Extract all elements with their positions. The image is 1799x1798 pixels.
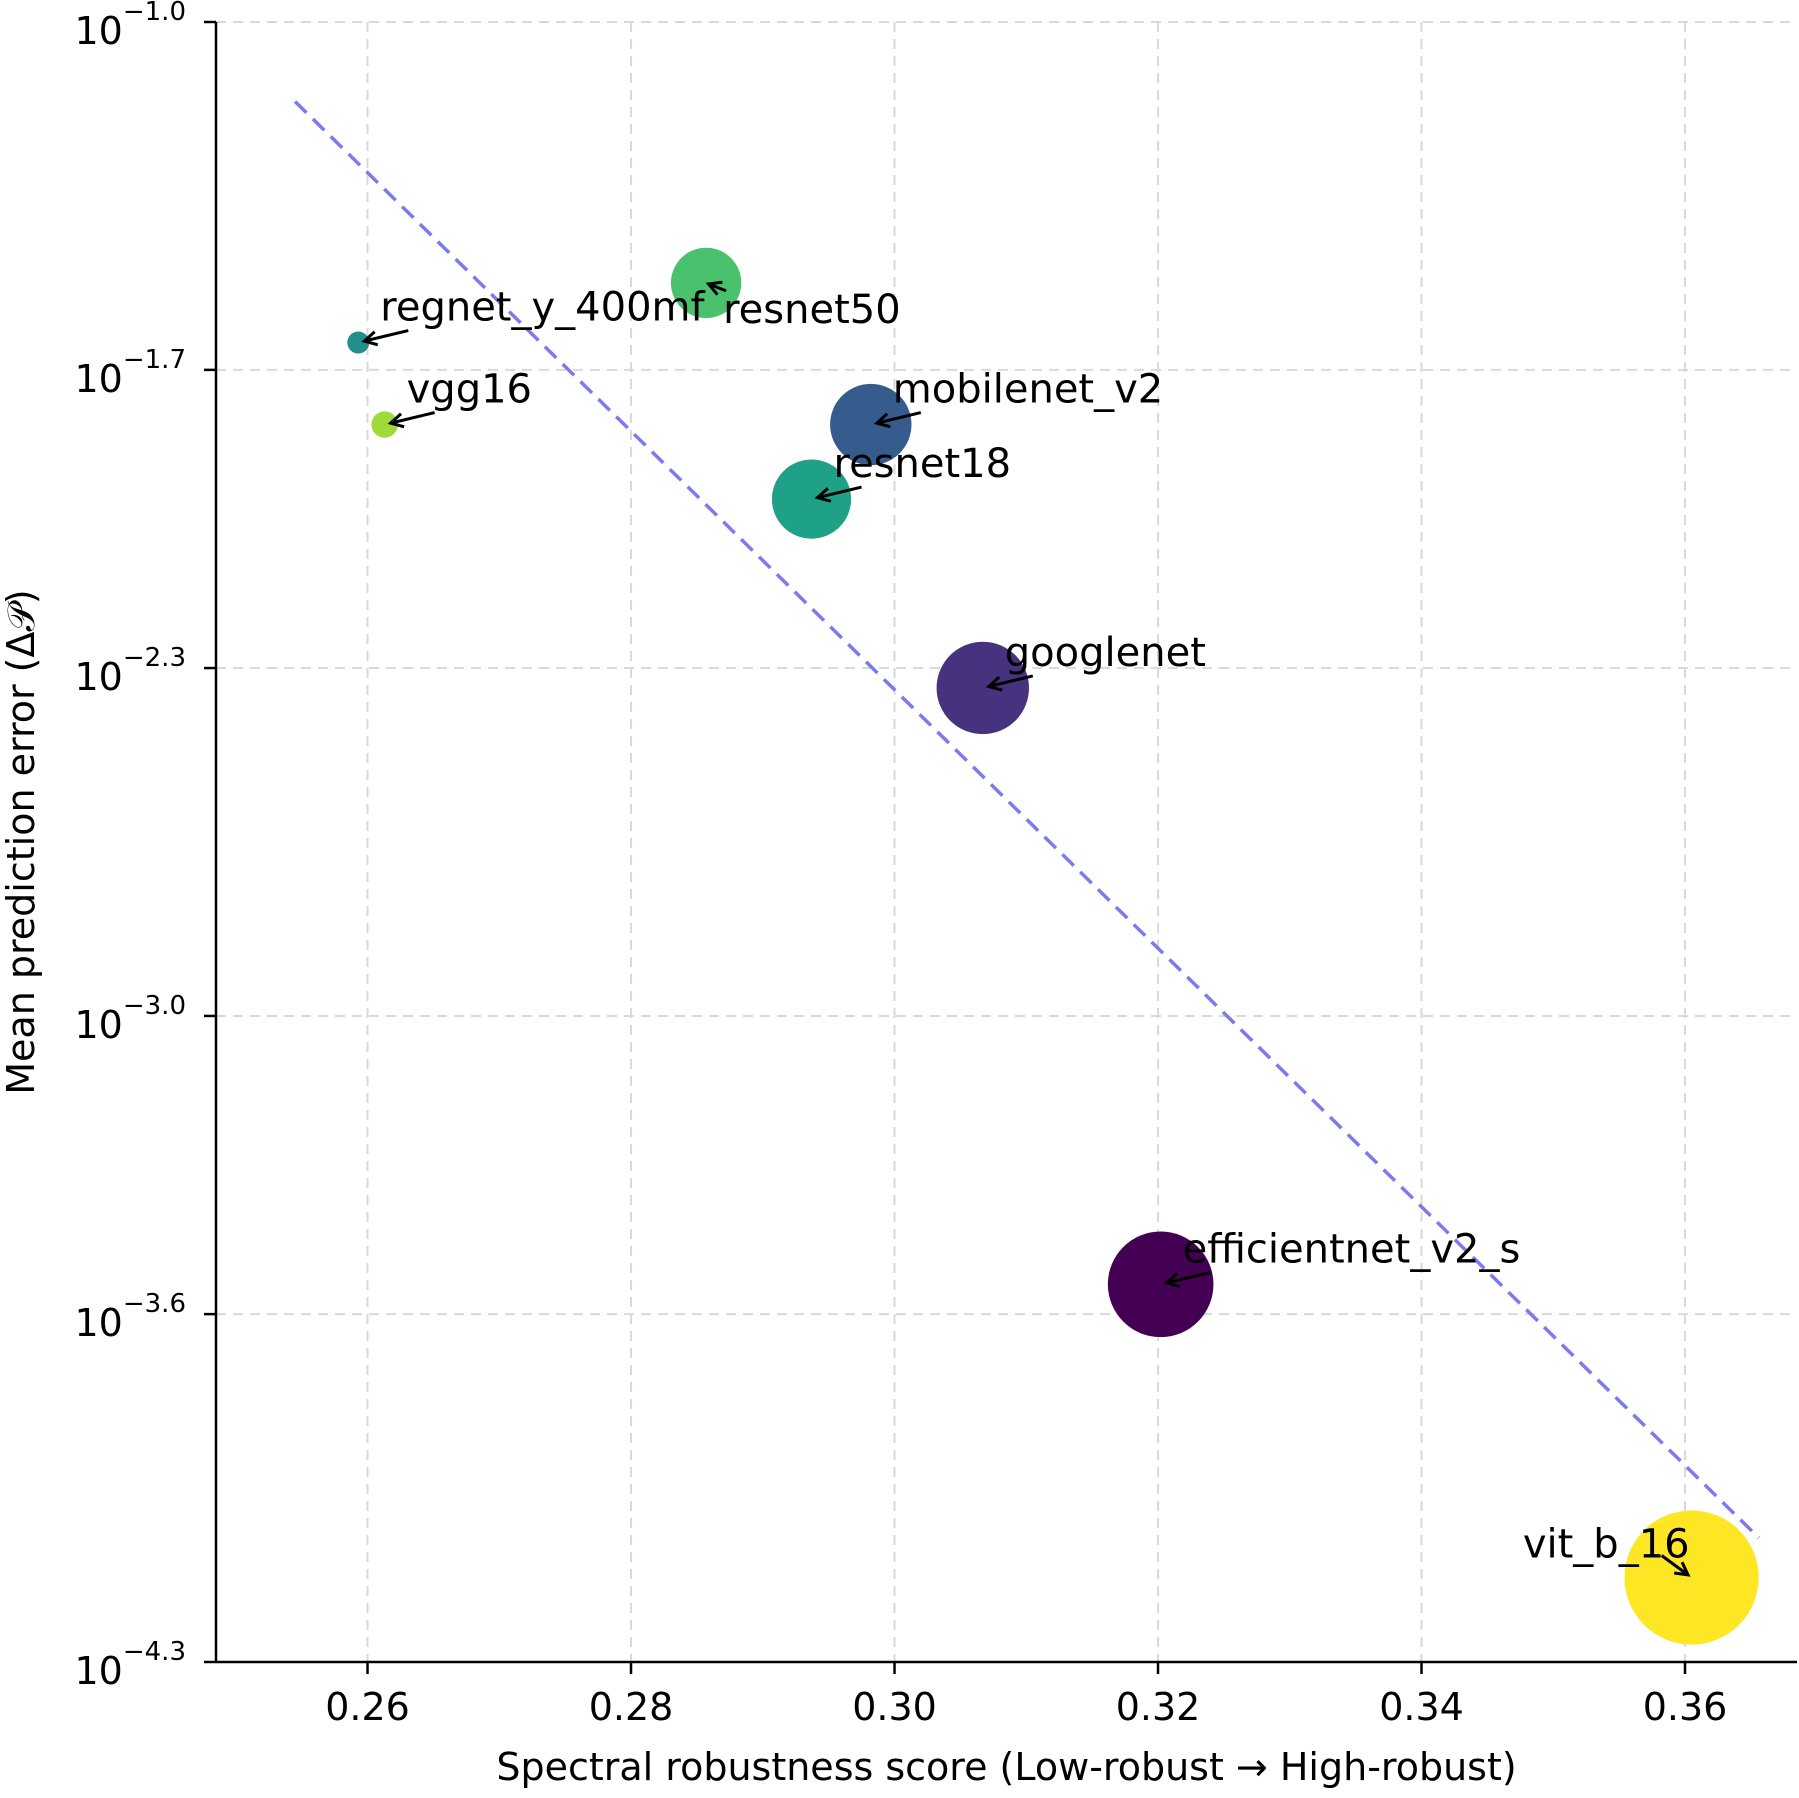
y-tick-base: 10: [75, 655, 123, 699]
point-label: vgg16: [407, 367, 532, 413]
annotation-arrow: [876, 411, 922, 425]
point-googlenet: [936, 641, 1029, 735]
point-label: resnet50: [723, 287, 901, 333]
y-tick-exponent: −3.0: [123, 991, 186, 1021]
annotation-arrow: [988, 674, 1034, 688]
annotation-arrow: [817, 485, 862, 500]
point-labels: regnet_y_400mf resnet50 vgg16 mobilenet_v2r…: [361, 280, 1691, 1577]
annotation-arrowhead: [387, 412, 405, 429]
y-tick-base: 10: [75, 1649, 123, 1693]
y-tick-base: 10: [75, 9, 123, 53]
point-label: regnet_y_400mf: [380, 285, 705, 331]
x-tick-label: 0.36: [1643, 1685, 1728, 1729]
point-regnet-y-400mf: [347, 331, 370, 354]
annotation-arrowhead: [705, 280, 723, 296]
annotation-arrow: [390, 411, 435, 425]
point-resnet18: [771, 459, 852, 539]
point-mobilenet-v2: [830, 383, 912, 466]
x-tick-label: 0.34: [1379, 1685, 1464, 1729]
x-tick-label: 0.28: [589, 1685, 674, 1729]
point-label: vit_b_16: [1523, 1522, 1690, 1568]
point-efficientnet-v2-s: [1107, 1231, 1214, 1338]
y-tick-label: 10−3.6: [75, 1289, 187, 1345]
point-label: resnet18: [834, 441, 1012, 487]
point-vit-b-16: [1624, 1510, 1759, 1645]
point-label: mobilenet_v2: [893, 367, 1163, 413]
annotation-arrowhead: [361, 330, 379, 347]
annotation-arrowhead: [814, 487, 832, 503]
y-tick-exponent: −2.3: [123, 643, 186, 673]
point-label: googlenet: [1005, 630, 1206, 676]
y-tick-base: 10: [75, 357, 123, 401]
y-tick-label: 10−1.7: [75, 345, 187, 401]
annotation-arrowhead: [1163, 1272, 1181, 1288]
y-tick-exponent: −1.0: [123, 0, 186, 27]
y-axis-ticks: 10−1.010−1.710−2.310−3.010−3.610−4.3: [75, 0, 216, 1693]
point-label: efficientnet_v2_s: [1183, 1226, 1521, 1272]
annotation-arrow: [1660, 1554, 1689, 1577]
annotation-arrowhead: [873, 412, 891, 429]
trend-line: [293, 100, 1761, 1540]
y-tick-exponent: −3.6: [123, 1289, 186, 1319]
y-tick-exponent: −4.3: [123, 1637, 186, 1667]
x-axis-label: Spectral robustness score (Low-robust → …: [496, 1745, 1516, 1789]
x-tick-label: 0.26: [325, 1685, 410, 1729]
y-axis-label: Mean prediction error (Δ𝒫): [0, 589, 43, 1094]
y-tick-exponent: −1.7: [123, 345, 186, 375]
axes: [214, 22, 1797, 1664]
y-tick-label: 10−3.0: [75, 991, 187, 1047]
annotation-arrow: [1166, 1270, 1211, 1285]
points: [347, 247, 1759, 1645]
y-tick-label: 10−2.3: [75, 643, 187, 699]
annotation-arrow: [707, 282, 727, 293]
annotation-arrowhead: [1673, 1561, 1691, 1577]
x-tick-label: 0.32: [1116, 1685, 1201, 1729]
y-tick-base: 10: [75, 1003, 123, 1047]
grid: [216, 21, 1797, 1663]
y-tick-base: 10: [75, 1301, 123, 1345]
y-tick-label: 10−4.3: [75, 1637, 187, 1693]
point-vgg16: [371, 411, 398, 438]
x-axis-ticks: 0.26 0.28 0.30 0.32 0.34 0.36: [325, 1662, 1727, 1729]
annotation-arrow: [363, 329, 409, 343]
x-tick-label: 0.30: [852, 1685, 937, 1729]
y-tick-label: 10−1.0: [75, 0, 187, 53]
annotation-arrowhead: [985, 675, 1003, 692]
